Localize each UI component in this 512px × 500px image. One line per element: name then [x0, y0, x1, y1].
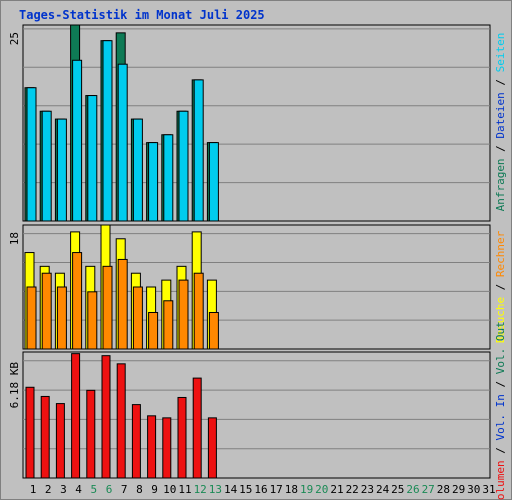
day-label-28: 28: [437, 483, 450, 496]
y-max-label-hits-files-pages: 25: [8, 32, 21, 45]
legend-visits-sites: Besuche / Rechner: [494, 230, 507, 343]
legend-entry: Seiten: [494, 33, 507, 73]
day-label-1: 1: [30, 483, 37, 496]
day-label-31: 31: [482, 483, 495, 496]
bar-sites-day-9: [148, 311, 159, 350]
bar-sites-day-6: [102, 265, 113, 350]
plot-area-volume: [22, 351, 491, 479]
day-label-15: 15: [239, 483, 252, 496]
bar-kbytes-day-9: [147, 415, 157, 479]
y-max-label-visits-sites: 18: [8, 232, 21, 245]
day-label-9: 9: [151, 483, 158, 496]
bar-kbytes-day-2: [40, 395, 50, 479]
day-label-26: 26: [406, 483, 419, 496]
y-max-label-volume: 6.18 KB: [8, 362, 21, 409]
bar-files-day-11: [178, 110, 189, 222]
bar-sites-day-11: [178, 279, 189, 350]
day-label-22: 22: [346, 483, 359, 496]
legend-entry: Vol. Out: [494, 321, 507, 374]
bar-files-day-6: [102, 40, 113, 222]
bar-sites-day-7: [117, 258, 128, 350]
day-label-7: 7: [121, 483, 128, 496]
bar-files-day-12: [193, 79, 204, 222]
day-label-17: 17: [270, 483, 283, 496]
day-label-29: 29: [452, 483, 465, 496]
legend-entry: Dateien: [494, 92, 507, 138]
bar-kbytes-day-4: [71, 353, 81, 479]
legend-hits-files-pages: Anfragen / Dateien / Seiten: [494, 33, 507, 212]
bar-kbytes-day-5: [86, 389, 96, 479]
bar-sites-day-2: [41, 272, 52, 350]
legend-entry: Anfragen: [494, 158, 507, 211]
day-label-8: 8: [136, 483, 143, 496]
bar-kbytes-day-3: [55, 403, 65, 479]
bar-files-day-7: [117, 63, 128, 222]
day-label-20: 20: [315, 483, 328, 496]
bar-files-day-9: [148, 142, 159, 222]
bar-kbytes-day-8: [131, 404, 141, 479]
day-label-11: 11: [178, 483, 191, 496]
bar-kbytes-day-7: [116, 363, 126, 479]
day-label-5: 5: [90, 483, 97, 496]
bar-sites-day-13: [208, 311, 219, 350]
day-label-14: 14: [224, 483, 238, 496]
day-label-23: 23: [361, 483, 374, 496]
legend-entry: Volumen: [494, 460, 507, 500]
day-label-13: 13: [209, 483, 222, 496]
day-label-12: 12: [194, 483, 207, 496]
legend-entry: Rechner: [494, 230, 507, 277]
day-label-27: 27: [422, 483, 435, 496]
bar-kbytes-day-11: [177, 396, 187, 479]
chart-title: Tages-Statistik im Monat Juli 2025: [19, 8, 265, 22]
day-label-10: 10: [163, 483, 176, 496]
day-label-18: 18: [285, 483, 298, 496]
day-label-21: 21: [330, 483, 343, 496]
bar-files-day-1: [26, 87, 37, 222]
day-label-3: 3: [60, 483, 67, 496]
bar-sites-day-12: [193, 272, 204, 350]
day-label-25: 25: [391, 483, 404, 496]
bar-files-day-4: [72, 59, 83, 222]
bar-files-day-5: [87, 95, 98, 222]
bar-sites-day-10: [163, 300, 174, 350]
day-label-19: 19: [300, 483, 313, 496]
bar-files-day-10: [163, 134, 174, 222]
bar-sites-day-1: [26, 286, 37, 350]
bar-kbytes-day-10: [162, 417, 172, 479]
bar-sites-day-3: [56, 286, 67, 350]
legend-entry: Besuche: [494, 297, 507, 343]
bar-kbytes-day-12: [192, 377, 202, 479]
legend-volume: Volumen / Vol. In / Vol. Out: [494, 321, 507, 500]
day-label-2: 2: [45, 483, 52, 496]
bar-kbytes-day-6: [101, 355, 111, 479]
bar-files-day-3: [56, 118, 67, 222]
bar-kbytes-day-1: [25, 386, 35, 479]
legend-entry: Vol. In: [494, 394, 507, 440]
bar-kbytes-day-13: [207, 417, 217, 479]
day-label-4: 4: [75, 483, 82, 496]
day-label-16: 16: [254, 483, 267, 496]
bar-files-day-8: [132, 118, 143, 222]
bar-sites-day-5: [87, 291, 98, 350]
bar-files-day-2: [41, 110, 52, 222]
day-label-30: 30: [467, 483, 480, 496]
day-label-6: 6: [106, 483, 113, 496]
bar-sites-day-8: [132, 286, 143, 350]
bar-sites-day-4: [72, 252, 83, 350]
day-label-24: 24: [376, 483, 390, 496]
bar-files-day-13: [208, 142, 219, 222]
